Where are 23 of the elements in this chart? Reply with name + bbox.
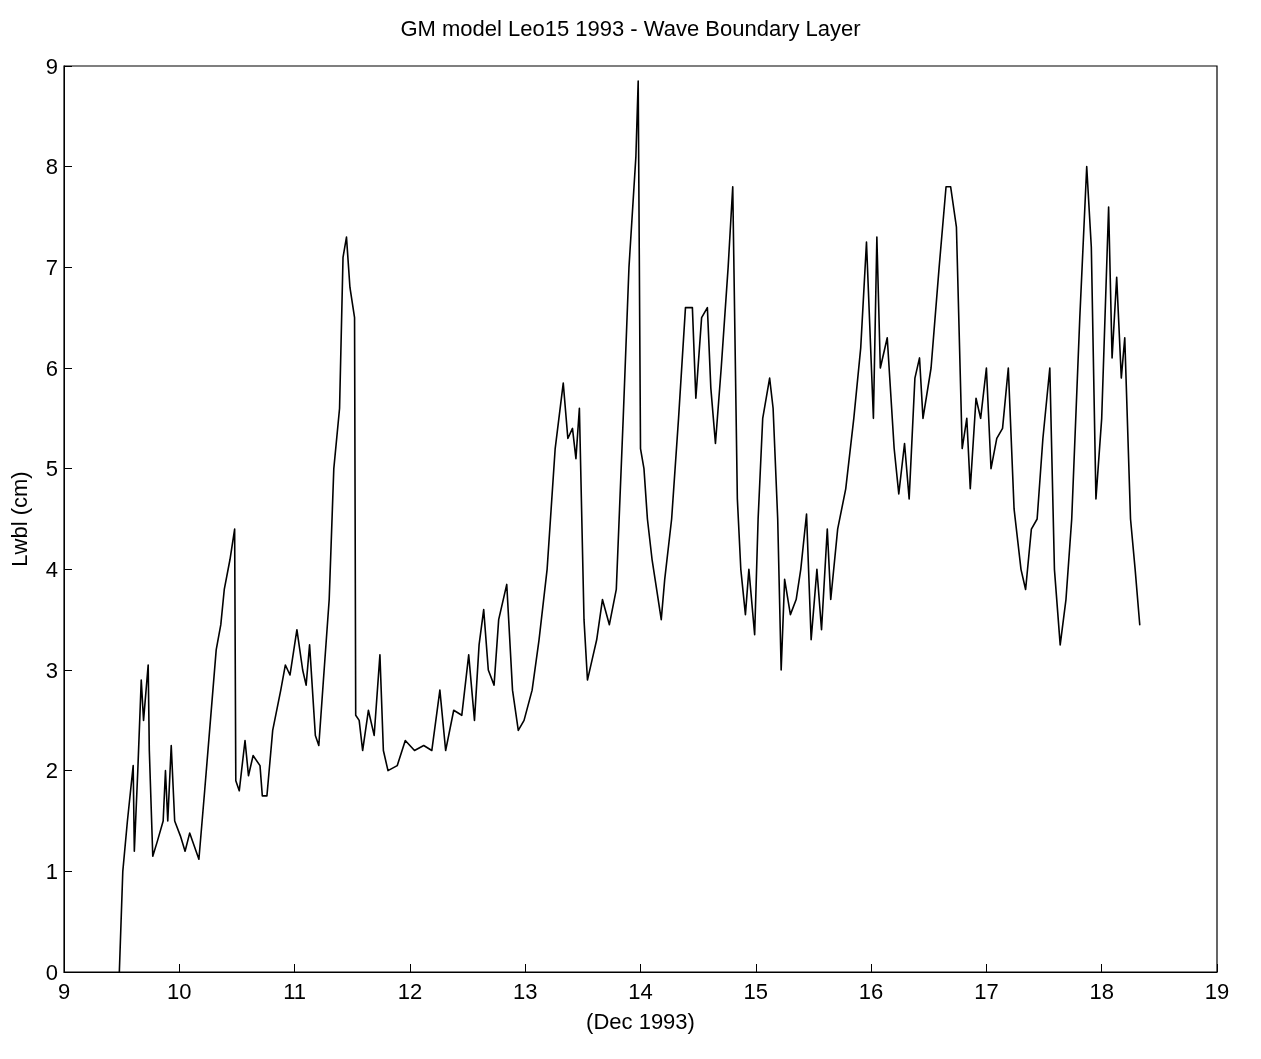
x-tick-label: 16 [858, 978, 884, 1004]
y-tick-label: 3 [45, 657, 58, 683]
x-tick-label: 17 [974, 978, 999, 1004]
y-axis-title: Lwbl (cm) [6, 471, 32, 567]
y-tick-label: 0 [45, 959, 58, 985]
x-tick-label: 19 [1204, 978, 1230, 1004]
y-tick-label: 1 [45, 858, 58, 884]
y-tick-label: 2 [45, 758, 58, 784]
y-tick-label: 9 [45, 53, 58, 79]
y-tick-label: 5 [45, 456, 58, 482]
x-axis-title: (Dec 1993) [586, 1008, 695, 1034]
y-tick-label: 4 [45, 556, 58, 582]
x-tick-label: 18 [1089, 978, 1114, 1004]
y-tick-label: 8 [45, 154, 58, 180]
y-tick-label: 6 [45, 355, 58, 381]
x-tick-label: 10 [167, 978, 192, 1004]
x-tick-label: 12 [397, 978, 423, 1004]
x-tick-label: 15 [743, 978, 769, 1004]
y-tick-label: 7 [45, 254, 58, 280]
x-tick-label: 11 [283, 978, 307, 1004]
x-tick-label: 13 [512, 978, 538, 1004]
x-tick-label: 14 [628, 978, 653, 1004]
chart-title: GM model Leo15 1993 - Wave Boundary Layer [400, 15, 861, 41]
